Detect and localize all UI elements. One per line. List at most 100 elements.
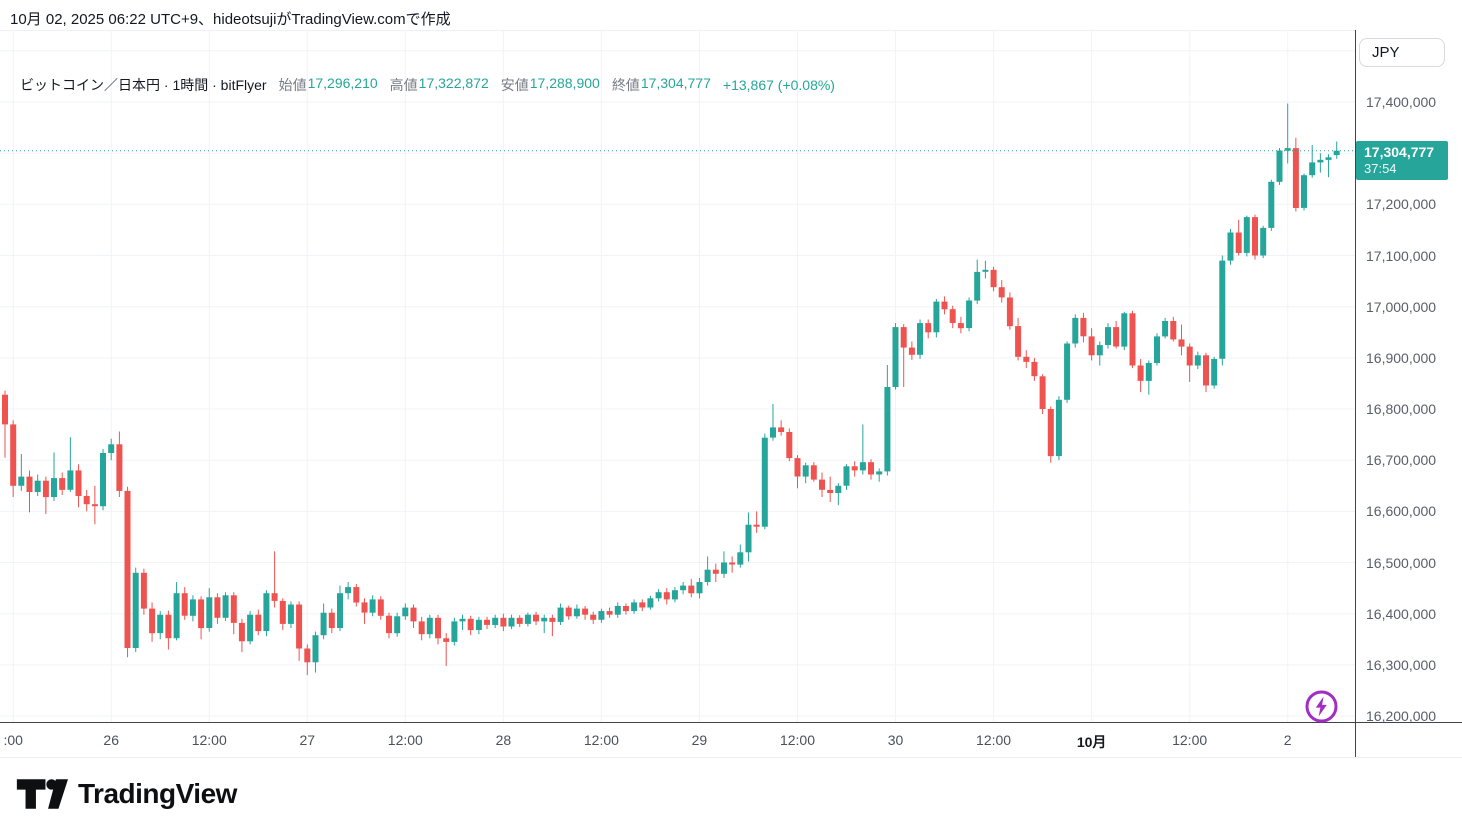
candle [1080,317,1087,337]
candle [1260,227,1267,256]
candle [1276,150,1283,182]
candle [108,444,115,453]
candle [1243,217,1250,253]
candle [304,648,311,663]
candle [737,552,744,565]
candle [843,466,850,486]
candle [802,465,809,477]
candle [214,597,221,618]
candle [157,614,164,634]
candle [83,496,90,505]
candle [1023,356,1030,362]
candle [884,387,891,472]
lightning-bolt-icon [1305,690,1338,723]
candle [851,466,858,471]
candle [1137,365,1144,381]
time-axis-label: 28 [495,732,512,748]
last-price-badge: 17,304,777 37:54 [1356,140,1448,180]
low-label: 安値 [500,77,529,93]
candle [794,458,801,477]
candle [1309,162,1316,176]
candle [933,301,940,333]
candle [1015,326,1022,357]
candle [590,614,597,620]
candle [631,602,638,612]
candle [614,606,621,615]
candle [516,617,523,624]
candle [443,638,450,642]
candle [622,606,629,612]
candle [524,614,531,624]
candle [745,524,752,553]
candle [1162,321,1169,337]
price-axis-label: 16,200,000 [1366,708,1437,724]
candle [320,612,327,636]
candle [786,432,793,459]
boost-button[interactable] [1304,689,1339,724]
candle [42,480,49,498]
legend-high: 高値 17,322,872 [390,75,489,95]
candle [181,593,188,616]
candle [1055,399,1062,457]
candle [100,453,106,507]
candle [819,479,825,490]
candle [279,600,286,624]
price-axis-label: 16,800,000 [1366,401,1437,417]
candle [1129,313,1136,366]
candle [712,569,719,574]
candle [328,612,335,629]
currency-toggle-button[interactable]: JPY [1359,38,1445,67]
candle [573,608,580,617]
candle [1235,232,1242,253]
candle [1088,336,1095,356]
chart-pane[interactable]: ビットコイン／日本円 · 1時間 · bitFlyer 始値 17,296,210… [0,30,1355,722]
price-axis[interactable]: JPY 17,400,000 17,200,000 17,100,000 17,000… [1356,30,1462,724]
candle [1072,317,1079,344]
close-label: 終値 [611,77,640,93]
candle [1211,358,1218,386]
time-axis-label: 12:00 [387,732,423,748]
candle [1194,355,1201,366]
candle [435,617,441,639]
candle [1292,148,1299,208]
high-value: 17,322,872 [418,75,489,91]
candle [900,327,907,348]
candle [361,602,368,613]
candle [810,465,817,480]
candlestick-chart[interactable] [0,30,1355,722]
candle [67,470,74,490]
high-label: 高値 [389,77,418,93]
candle [1096,345,1103,356]
candle [1186,346,1193,366]
candle [386,615,392,634]
candle [500,617,507,627]
candle [198,599,205,629]
widget-bottom-border [0,757,1462,758]
candle [394,616,401,634]
bar-countdown: 37:54 [1364,160,1397,176]
candle [451,621,458,642]
time-axis[interactable]: :00 26 12:00 27 12:00 28 12:00 29 12:00 30 12:00 10… [0,723,1462,756]
candle [402,607,409,617]
tradingview-logo[interactable]: TradingView [16,777,237,811]
candle [892,327,899,387]
candle [671,590,678,600]
candle [91,504,98,507]
open-value: 17,296,210 [307,75,378,91]
symbol-title[interactable]: ビットコイン／日本円 · 1時間 · bitFlyer [20,77,267,93]
candle [1317,159,1324,163]
candle [1219,260,1226,359]
time-axis-label: :00 [3,732,23,748]
candle [1284,148,1291,151]
candle [418,621,425,635]
price-axis-label: 16,500,000 [1366,554,1437,571]
time-axis-label: 29 [691,732,708,748]
candle [925,323,932,333]
candle [173,593,180,639]
candle [492,617,499,625]
candle [312,635,319,663]
candle [475,619,482,630]
candle [1333,150,1340,156]
candle [557,607,564,622]
